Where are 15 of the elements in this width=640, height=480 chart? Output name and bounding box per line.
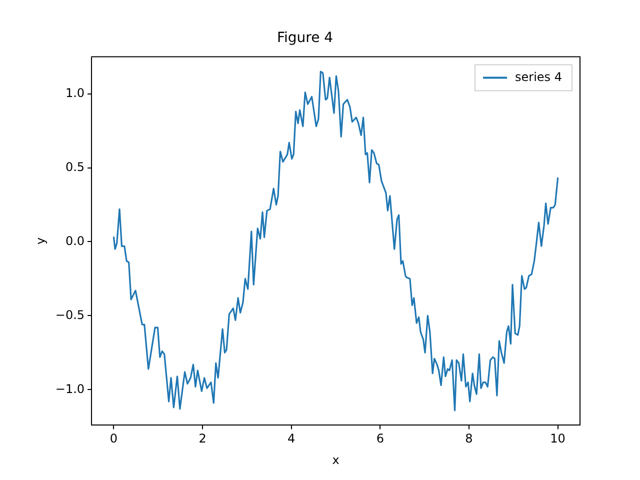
x-axis-title: x bbox=[332, 452, 340, 467]
y-tick-label: 0.0 bbox=[65, 234, 85, 248]
y-tick-label: −1.0 bbox=[55, 382, 85, 396]
y-tick-label: −0.5 bbox=[55, 308, 85, 322]
x-tick-label: 6 bbox=[376, 432, 384, 446]
x-tick-label: 8 bbox=[465, 432, 473, 446]
y-tick-label: 0.5 bbox=[65, 160, 85, 174]
legend-label: series 4 bbox=[515, 70, 562, 84]
y-tick-label: 1.0 bbox=[65, 86, 85, 100]
chart-title: Figure 4 bbox=[276, 30, 334, 46]
x-tick-label: 0 bbox=[110, 432, 118, 446]
x-tick-label: 10 bbox=[550, 432, 566, 446]
y-axis-title: y bbox=[33, 237, 48, 245]
x-tick-label: 2 bbox=[198, 432, 206, 446]
x-tick-label: 4 bbox=[288, 432, 296, 446]
